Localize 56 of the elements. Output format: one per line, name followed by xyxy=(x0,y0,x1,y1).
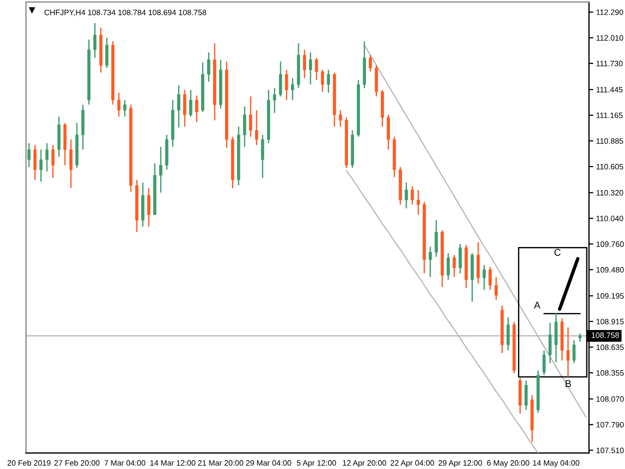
candlestick xyxy=(123,99,126,118)
candlestick xyxy=(183,89,186,128)
candlestick xyxy=(159,146,162,194)
candlestick xyxy=(255,110,258,146)
candlestick xyxy=(482,264,486,290)
candlestick xyxy=(314,57,318,81)
candlestick xyxy=(51,144,55,179)
candlestick xyxy=(386,114,390,150)
candlestick xyxy=(284,69,288,101)
candlestick xyxy=(554,312,558,363)
candlestick xyxy=(452,254,456,278)
candlestick xyxy=(243,106,246,148)
candlestick xyxy=(494,276,498,301)
candlestick xyxy=(27,142,31,168)
candlestick xyxy=(302,49,306,79)
candlestick xyxy=(428,246,432,278)
candlestick xyxy=(476,242,480,284)
candlestick xyxy=(69,138,72,189)
candlestick xyxy=(542,350,546,376)
candlestick xyxy=(458,243,462,274)
candlestick xyxy=(45,142,49,172)
candlestick xyxy=(117,92,120,118)
candlestick xyxy=(410,186,414,206)
candlestick xyxy=(105,37,108,69)
candlestick xyxy=(404,182,408,209)
candlestick xyxy=(177,84,180,128)
candlestick xyxy=(195,94,198,123)
candlestick xyxy=(39,148,43,182)
candlestick xyxy=(506,316,510,351)
candlestick xyxy=(33,144,37,180)
candlestick xyxy=(368,54,372,72)
candlestick xyxy=(249,96,252,138)
candlestick xyxy=(189,89,192,118)
annotation: C xyxy=(554,248,561,256)
candlestick xyxy=(446,252,450,280)
candlestick xyxy=(566,326,570,378)
candlestick xyxy=(548,322,552,364)
candlestick xyxy=(572,340,576,364)
annotation: B xyxy=(566,380,571,387)
candlestick xyxy=(290,77,294,101)
candlestick xyxy=(207,52,210,82)
candlestick xyxy=(488,266,492,290)
candlestick xyxy=(261,134,264,179)
annotation: A xyxy=(534,302,540,308)
candlestick xyxy=(308,52,312,86)
candlestick xyxy=(434,220,438,258)
candlestick xyxy=(338,110,342,128)
candlestick xyxy=(320,69,324,92)
candlestick xyxy=(147,187,150,228)
candlestick xyxy=(278,60,282,98)
candlestick xyxy=(273,88,276,114)
candlestick xyxy=(374,64,378,98)
candlestick xyxy=(416,189,420,216)
candlestick xyxy=(524,380,528,411)
candlestick xyxy=(326,69,330,94)
candlestick xyxy=(93,22,96,59)
